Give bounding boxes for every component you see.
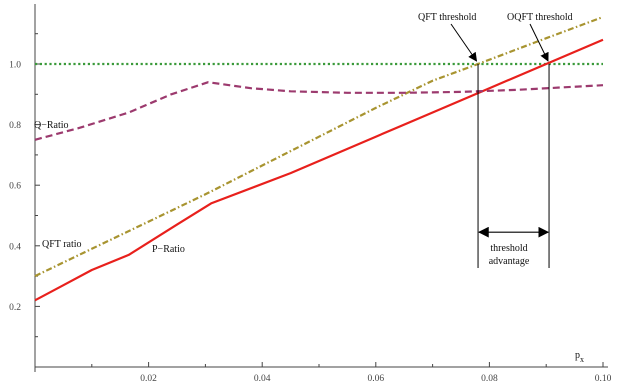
series-line-1 xyxy=(34,38,604,302)
p-ratio-label: P−Ratio xyxy=(152,244,185,255)
x-tick-label: 0.08 xyxy=(481,374,498,384)
x-axis-label-main: p xyxy=(575,350,580,361)
y-tick-label: 0.2 xyxy=(9,303,21,313)
axes: 0.02 0.04 0.06 0.08 0.10 0.2 0.4 0.6 0.8 1.0 xyxy=(9,4,612,384)
oqft-threshold-label: OQFT threshold xyxy=(507,12,573,23)
x-axis-label: px xyxy=(575,350,584,364)
y-tick-label: 0.8 xyxy=(9,121,21,131)
q-ratio-label: Q−Ratio xyxy=(34,120,69,131)
y-tick-label: 0.6 xyxy=(9,182,21,192)
x-tick-label: 0.06 xyxy=(367,374,384,384)
x-tick-label: 0.04 xyxy=(254,374,271,384)
x-axis-label-sub: x xyxy=(580,355,584,364)
annotations-group: QFT threshold OQFT threshold threshold a… xyxy=(34,12,584,364)
y-tick-label: 0.4 xyxy=(9,242,21,252)
qft-ratio-label: QFT ratio xyxy=(42,239,82,250)
x-tick-label: 0.02 xyxy=(140,374,157,384)
series-line-2 xyxy=(34,15,604,278)
qft-threshold-label: QFT threshold xyxy=(418,12,476,23)
series-group xyxy=(34,15,604,302)
qft-threshold-arrow xyxy=(450,23,478,62)
oqft-threshold-arrow xyxy=(529,23,549,62)
y-tick-label: 1.0 xyxy=(9,61,21,71)
x-tick-label: 0.10 xyxy=(595,374,612,384)
series-line-3 xyxy=(34,81,604,141)
threshold-advantage-label-line2: advantage xyxy=(489,256,530,267)
threshold-advantage-label-line1: threshold xyxy=(490,243,527,254)
